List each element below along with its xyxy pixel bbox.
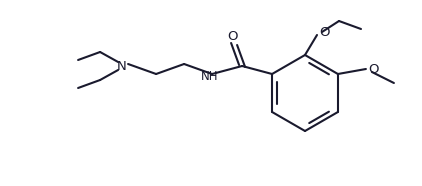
Text: O: O — [319, 26, 329, 39]
Text: O: O — [227, 30, 237, 42]
Text: N: N — [117, 60, 127, 73]
Text: O: O — [369, 63, 379, 76]
Text: NH: NH — [201, 70, 219, 84]
